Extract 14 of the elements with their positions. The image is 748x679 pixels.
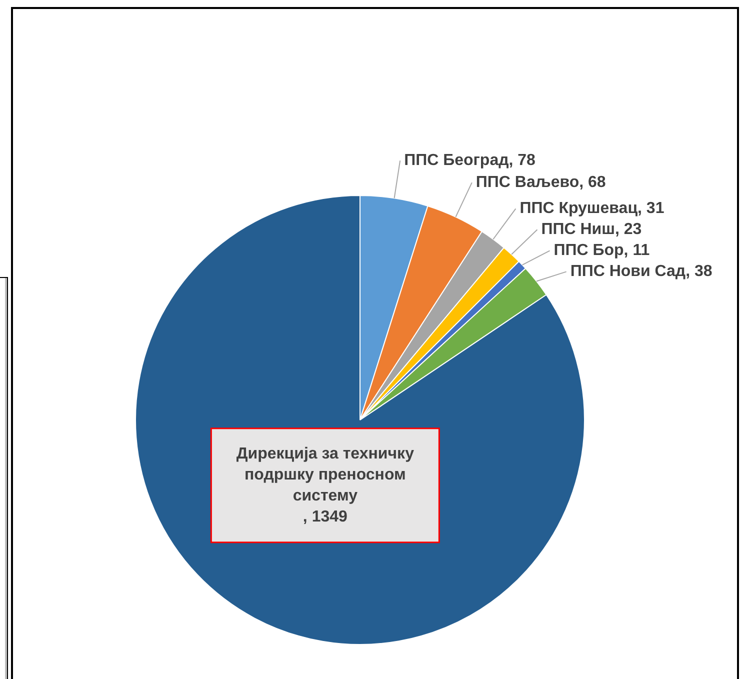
slice-label: Дирекција за техничку подршку преносном систему — [236, 445, 414, 504]
data-label: , 1349 — [302, 508, 348, 526]
slice-label: ППС Ваљево — [476, 174, 580, 191]
slice-label: ППС Крушевац — [520, 200, 638, 218]
slice-label: ППС Београд — [404, 152, 509, 169]
slice-label: ППС Ниш — [541, 221, 615, 238]
data-label: , 38 — [686, 263, 712, 280]
data-label: , 78 — [508, 152, 536, 169]
data-label: , 23 — [614, 221, 642, 238]
slice-label: ППС Нови Сад — [570, 263, 686, 280]
data-label: , 11 — [624, 242, 650, 260]
slice-label: ППС Бор — [554, 242, 624, 260]
data-label: , 68 — [579, 174, 606, 191]
data-label: , 31 — [638, 200, 664, 218]
